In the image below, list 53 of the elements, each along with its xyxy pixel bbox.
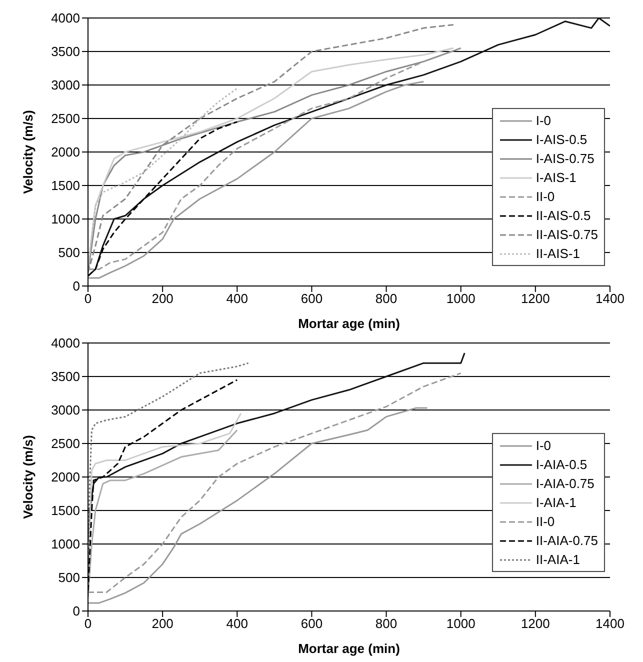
x-tick-label: 1400 (596, 616, 624, 632)
x-tick-label: 400 (226, 291, 248, 306)
x-tick-label: 1200 (520, 616, 550, 632)
legend-label: II-AIA-1 (536, 552, 580, 567)
y-tick-label: 500 (58, 245, 80, 260)
y-tick-label: 1000 (51, 536, 80, 552)
legend-label: II-0 (536, 514, 555, 529)
y-tick-label: 4000 (51, 336, 80, 351)
y-tick-label: 0 (72, 604, 80, 619)
y-tick-label: 0 (72, 278, 80, 294)
y-tick-label: 3500 (51, 44, 80, 60)
x-axis-title: Mortar age (min) (298, 316, 400, 331)
y-tick-label: 4000 (51, 10, 80, 26)
x-tick-label: 1400 (596, 291, 624, 306)
legend-label: I-AIS-0.5 (536, 132, 588, 147)
y-tick-label: 1500 (51, 503, 80, 518)
x-tick-label: 400 (226, 616, 248, 632)
x-tick-label: 800 (375, 616, 398, 632)
y-axis-title: Velocity (m/s) (20, 110, 36, 194)
x-tick-label: 0 (84, 291, 92, 306)
legend-label: II-AIS-1 (536, 246, 580, 261)
y-axis-title: Velocity (m/s) (20, 435, 36, 519)
y-tick-label: 2000 (51, 144, 80, 160)
y-tick-label: 3000 (51, 402, 80, 418)
x-tick-label: 800 (375, 291, 398, 306)
y-tick-label: 1500 (51, 178, 80, 194)
x-tick-label: 200 (152, 616, 174, 632)
legend-label: I-AIS-0.75 (536, 151, 594, 166)
legend-label: II-AIA-0.75 (536, 533, 598, 548)
legend-label: I-0 (536, 438, 552, 453)
legend-label: II-AIS-0.75 (536, 227, 598, 242)
legend-label: I-0 (536, 113, 552, 128)
y-tick-label: 2000 (51, 470, 80, 485)
legend-label: I-AIA-1 (536, 495, 576, 510)
legend-label: I-AIA-0.5 (536, 457, 588, 472)
x-tick-label: 200 (152, 291, 174, 306)
legend-label: II-0 (536, 189, 555, 204)
x-tick-label: 600 (300, 616, 323, 632)
legend-label: II-AIS-0.5 (536, 208, 591, 223)
x-axis-title: Mortar age (min) (298, 641, 400, 656)
y-tick-label: 2500 (51, 436, 80, 452)
x-tick-label: 1000 (446, 616, 476, 632)
y-tick-label: 500 (58, 570, 80, 586)
legend-label: I-AIA-0.75 (536, 476, 594, 491)
legend-label: I-AIS-1 (536, 170, 576, 185)
y-tick-label: 1000 (51, 212, 80, 227)
x-tick-label: 1000 (446, 291, 476, 306)
x-tick-label: 1200 (520, 291, 550, 306)
x-tick-label: 600 (300, 291, 323, 306)
y-tick-label: 3000 (51, 78, 80, 93)
y-tick-label: 2500 (51, 111, 80, 126)
x-tick-label: 0 (84, 616, 92, 632)
y-tick-label: 3500 (51, 369, 80, 384)
